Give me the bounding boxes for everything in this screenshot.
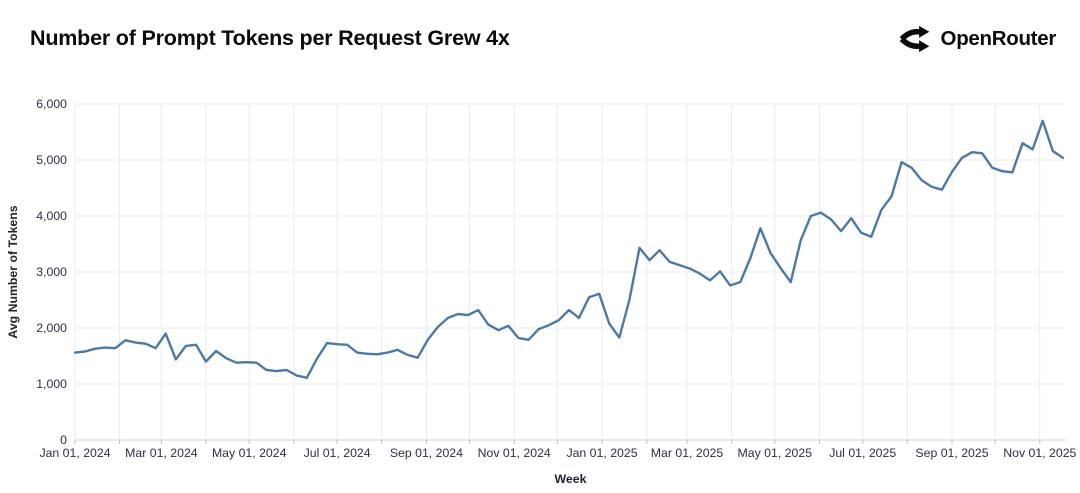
openrouter-icon	[899, 25, 929, 53]
y-axis-title: Avg Number of Tokens	[6, 205, 20, 338]
x-tick-label: Mar 01, 2025	[651, 446, 724, 460]
y-tick-label: 4,000	[36, 209, 67, 223]
x-tick-label: Mar 01, 2024	[125, 446, 198, 460]
x-tick-label: Jan 01, 2024	[39, 446, 110, 460]
y-tick-label: 1,000	[36, 377, 67, 391]
x-tick-label: Sep 01, 2024	[390, 446, 463, 460]
y-tick-label: 5,000	[36, 153, 67, 167]
x-tick-label: Sep 01, 2025	[915, 446, 988, 460]
x-axis-title: Week	[555, 472, 587, 486]
chart-title: Number of Prompt Tokens per Request Grew…	[30, 26, 510, 50]
chart-header: Number of Prompt Tokens per Request Grew…	[0, 0, 1080, 70]
y-tick-label: 6,000	[36, 97, 67, 111]
y-tick-label: 3,000	[36, 265, 67, 279]
x-tick-label: Nov 01, 2024	[478, 446, 551, 460]
y-tick-label: 2,000	[36, 321, 67, 335]
x-tick-label: Jul 01, 2025	[829, 446, 896, 460]
x-tick-label: Jul 01, 2024	[304, 446, 371, 460]
series-line	[73, 119, 1065, 379]
openrouter-logo: OpenRouter	[897, 22, 1056, 56]
x-tick-label: Jan 01, 2025	[566, 446, 637, 460]
openrouter-wordmark: OpenRouter	[940, 27, 1057, 50]
x-tick-label: Nov 01, 2025	[1003, 446, 1076, 460]
x-tick-label: May 01, 2024	[212, 446, 287, 460]
x-tick-label: May 01, 2025	[738, 446, 813, 460]
y-tick-label: 0	[60, 433, 67, 447]
